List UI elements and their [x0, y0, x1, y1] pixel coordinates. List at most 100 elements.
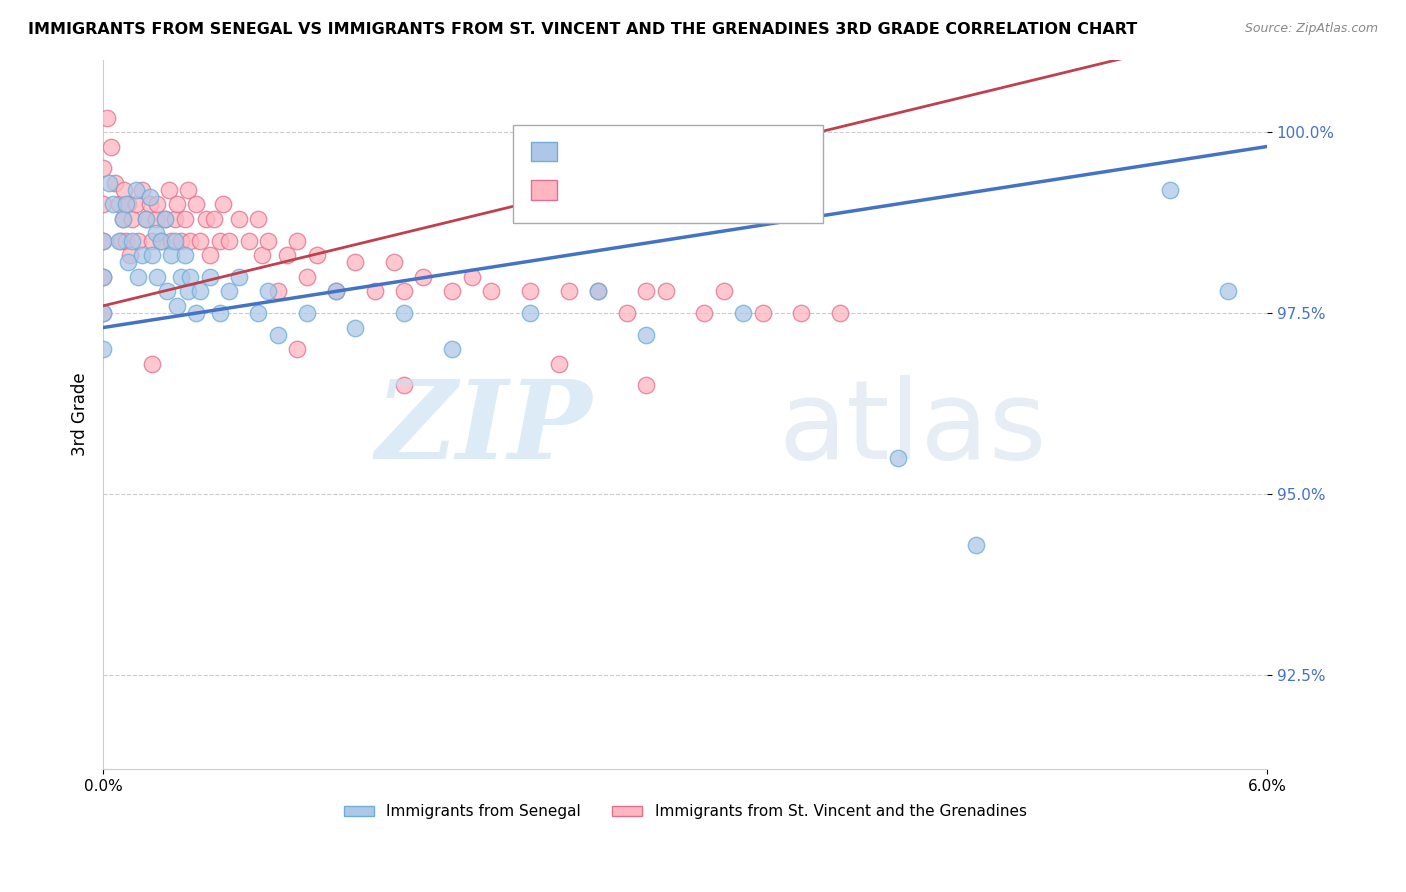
Point — [382, 255, 405, 269]
Point — [91, 269, 114, 284]
Point — [146, 197, 169, 211]
Point — [654, 285, 676, 299]
Point — [115, 197, 138, 211]
Point — [295, 269, 318, 284]
Point — [751, 306, 773, 320]
Point — [170, 234, 193, 248]
Point — [733, 306, 755, 320]
Point — [218, 285, 240, 299]
Point — [208, 234, 231, 248]
Point — [177, 183, 200, 197]
Point — [115, 234, 138, 248]
Point — [194, 211, 217, 226]
Point — [441, 343, 464, 357]
Point — [153, 211, 176, 226]
Point — [107, 197, 129, 211]
Point — [267, 327, 290, 342]
Point — [325, 285, 347, 299]
Point — [145, 227, 167, 241]
Point — [636, 378, 658, 392]
Point — [519, 306, 541, 320]
Point — [107, 234, 129, 248]
Point — [153, 211, 176, 226]
Point — [146, 269, 169, 284]
Point — [145, 211, 167, 226]
Point — [141, 357, 163, 371]
Point — [177, 285, 200, 299]
Point — [141, 234, 163, 248]
Point — [188, 285, 211, 299]
Point — [392, 378, 415, 392]
Point — [186, 306, 208, 320]
Point — [285, 234, 308, 248]
Point — [166, 197, 188, 211]
Point — [364, 285, 387, 299]
Point — [156, 285, 179, 299]
Point — [127, 234, 149, 248]
Point — [125, 183, 148, 197]
Point — [160, 248, 183, 262]
Text: IMMIGRANTS FROM SENEGAL VS IMMIGRANTS FROM ST. VINCENT AND THE GRENADINES 3RD GR: IMMIGRANTS FROM SENEGAL VS IMMIGRANTS FR… — [28, 22, 1137, 37]
Point — [325, 285, 347, 299]
Point — [267, 285, 290, 299]
Point — [247, 211, 270, 226]
Point — [121, 211, 143, 226]
Point — [150, 234, 173, 248]
Point — [97, 176, 120, 190]
Point — [163, 211, 186, 226]
Point — [257, 285, 280, 299]
Point — [250, 248, 273, 262]
Point — [135, 211, 157, 226]
Point — [131, 248, 153, 262]
Text: Source: ZipAtlas.com: Source: ZipAtlas.com — [1244, 22, 1378, 36]
Point — [163, 234, 186, 248]
Point — [202, 211, 225, 226]
Point — [344, 320, 367, 334]
Point — [100, 139, 122, 153]
Point — [179, 269, 201, 284]
Point — [170, 269, 193, 284]
Point — [114, 183, 136, 197]
Point — [228, 211, 250, 226]
Y-axis label: 3rd Grade: 3rd Grade — [72, 373, 89, 457]
Point — [1159, 183, 1181, 197]
Point — [125, 197, 148, 211]
Point — [117, 255, 139, 269]
Text: atlas: atlas — [778, 376, 1046, 483]
Point — [392, 306, 415, 320]
Point — [138, 190, 160, 204]
Point — [790, 306, 813, 320]
Point — [135, 211, 157, 226]
Text: ZIP: ZIP — [375, 375, 592, 483]
Point — [965, 538, 987, 552]
Point — [460, 269, 482, 284]
Point — [117, 197, 139, 211]
Point — [247, 306, 270, 320]
Point — [91, 161, 114, 176]
Point — [344, 255, 367, 269]
Point — [208, 306, 231, 320]
Point — [479, 285, 502, 299]
Point — [198, 269, 221, 284]
Point — [127, 269, 149, 284]
Point — [173, 211, 195, 226]
Point — [693, 306, 716, 320]
Point — [104, 176, 127, 190]
Point — [188, 234, 211, 248]
Point — [636, 285, 658, 299]
Point — [121, 234, 143, 248]
Point — [1218, 285, 1240, 299]
Point — [91, 306, 114, 320]
Point — [548, 357, 571, 371]
Point — [212, 197, 235, 211]
Point — [111, 211, 134, 226]
Point — [101, 197, 124, 211]
Point — [91, 234, 114, 248]
Point — [305, 248, 328, 262]
Point — [91, 343, 114, 357]
Point — [238, 234, 260, 248]
Point — [141, 248, 163, 262]
Point — [179, 234, 201, 248]
Text: R = 0.404   N = 72: R = 0.404 N = 72 — [567, 183, 723, 197]
Point — [887, 450, 910, 465]
